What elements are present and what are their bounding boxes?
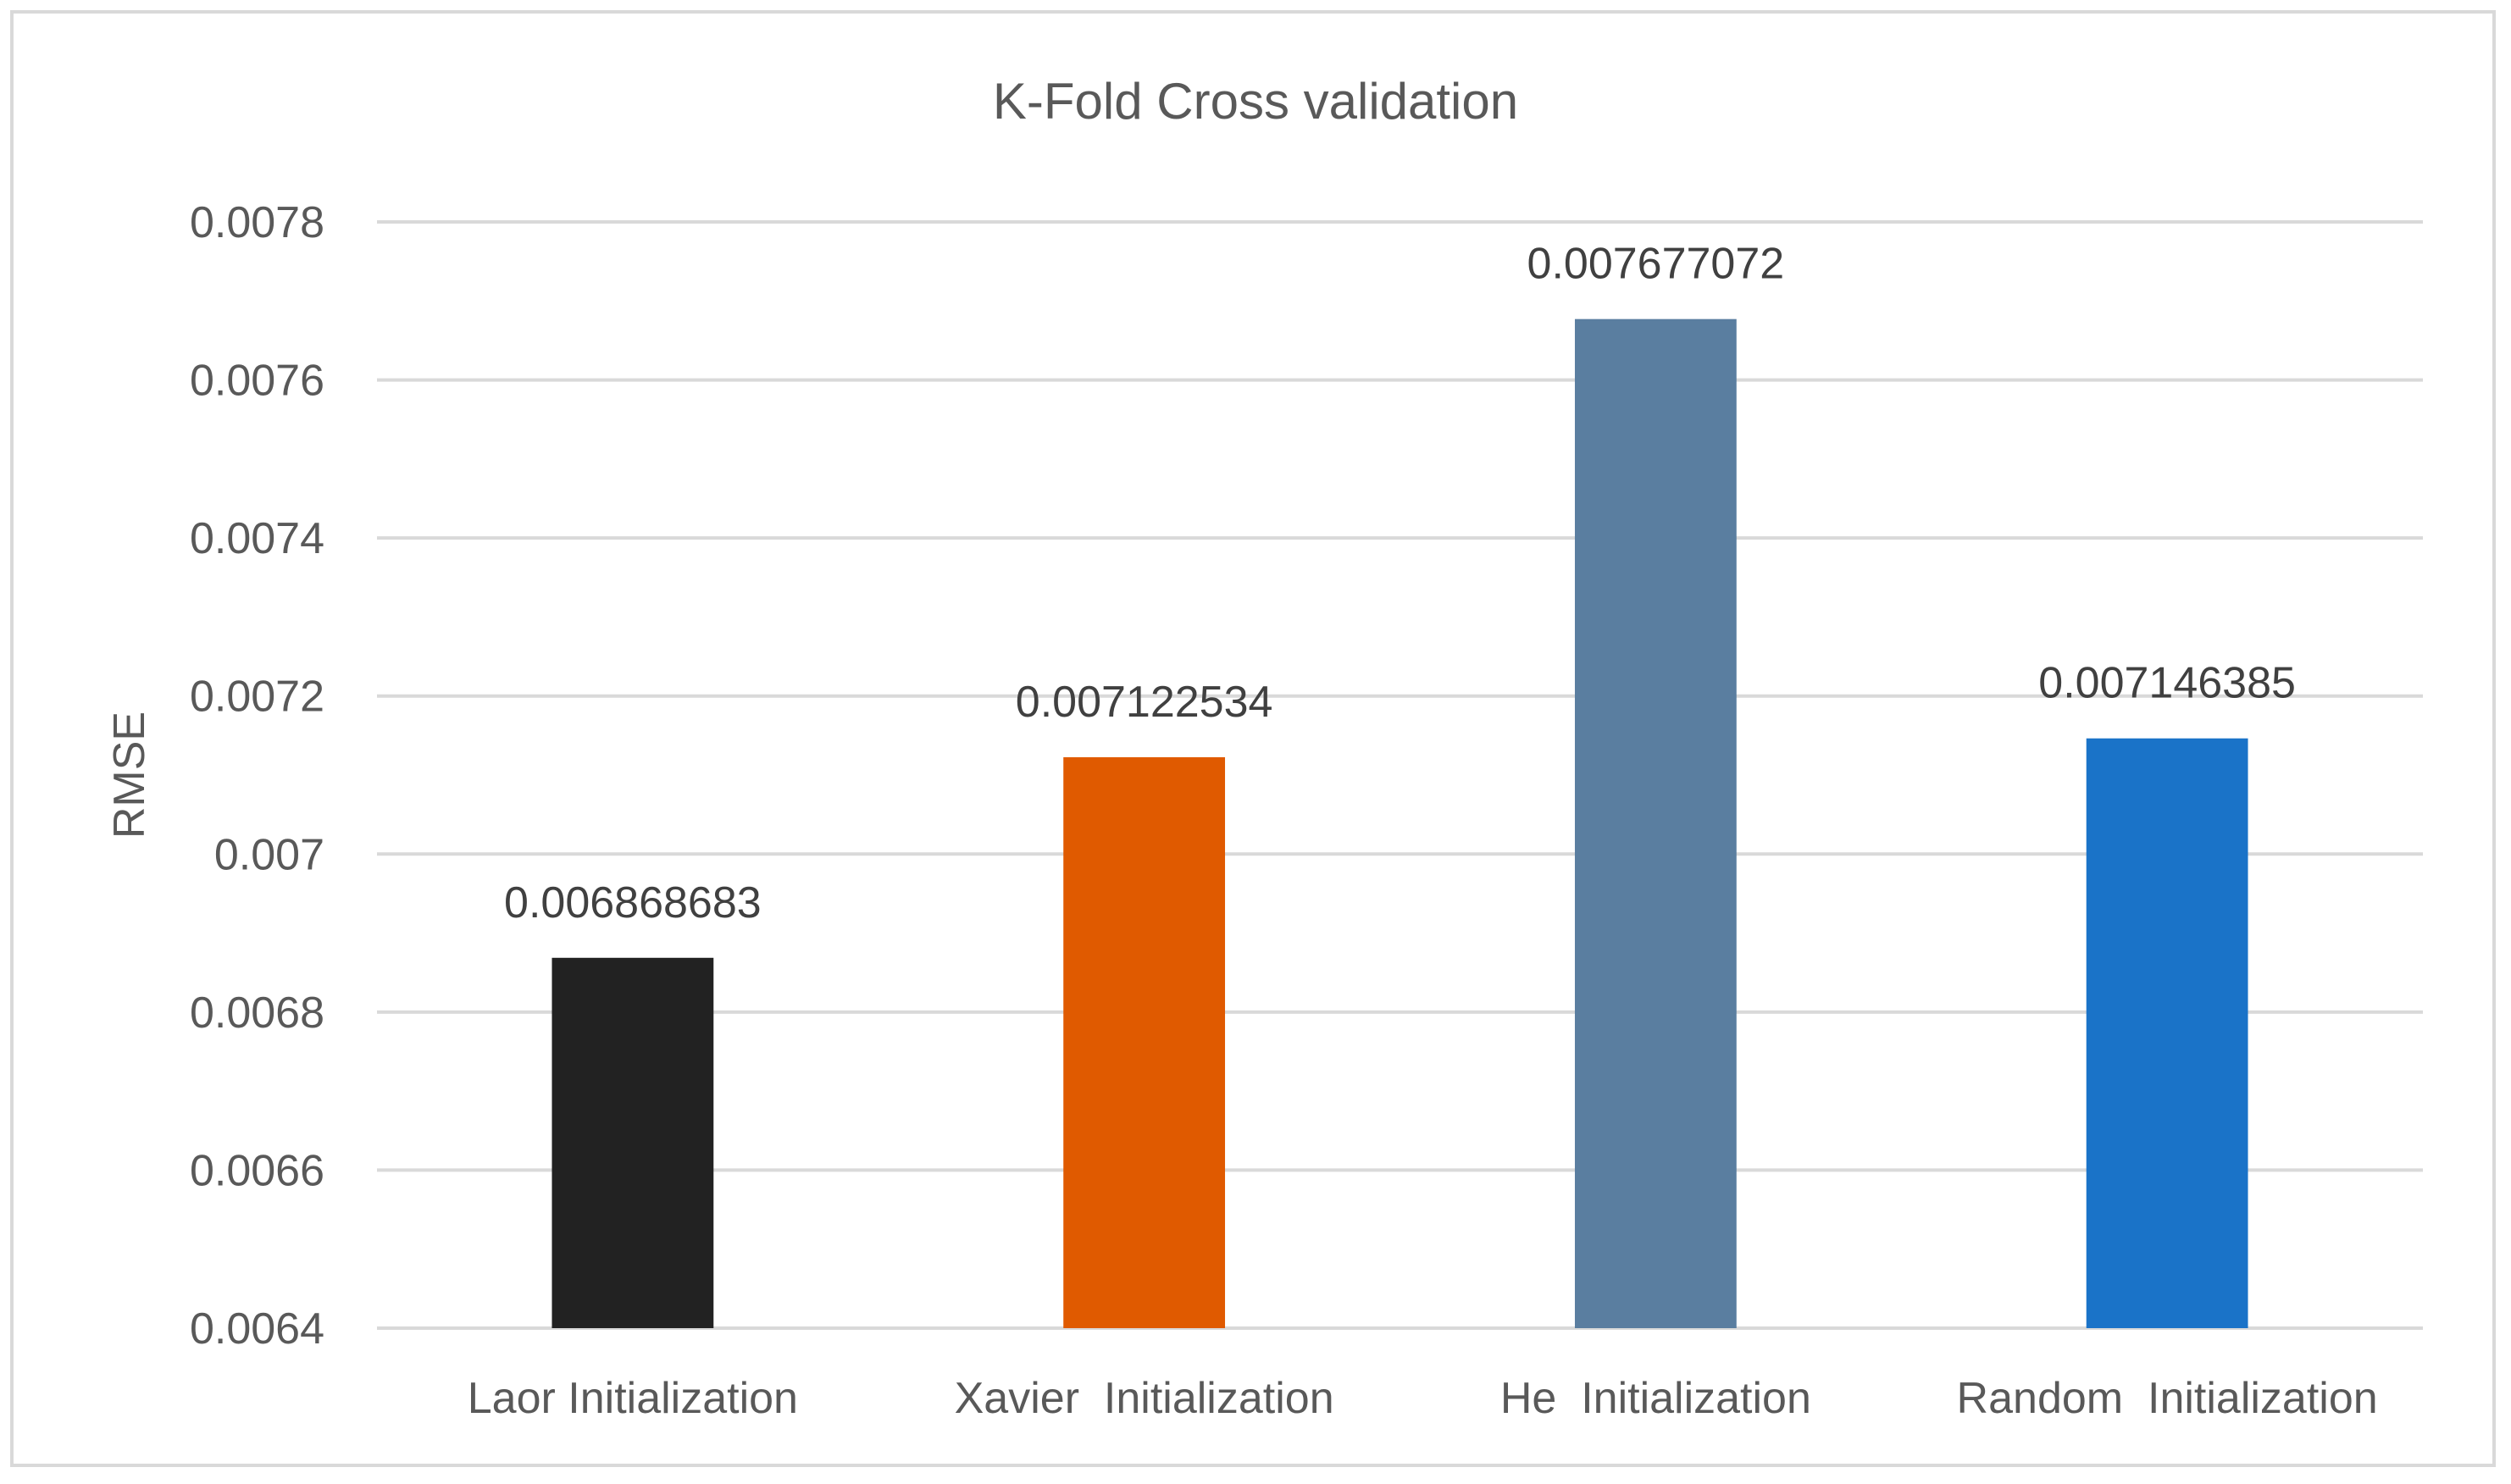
x-tick-label: Random Initialization	[1957, 1374, 2378, 1423]
data-label: 0.007146385	[2038, 659, 2296, 708]
y-axis-label: RMSE	[105, 712, 154, 839]
x-tick-label: He Initialization	[1500, 1374, 1811, 1423]
y-tick-label: 0.007	[214, 830, 324, 879]
y-tick-label: 0.0076	[190, 357, 324, 406]
bar	[2086, 738, 2248, 1328]
bar	[1063, 756, 1226, 1328]
data-label: 0.007122534	[1016, 678, 1273, 727]
data-label: 0.006868683	[504, 878, 762, 928]
y-tick-label: 0.0066	[190, 1146, 324, 1195]
data-label: 0.007677072	[1527, 240, 1785, 289]
chart-frame	[10, 10, 2496, 1467]
x-tick-label: Laor Initialization	[468, 1374, 798, 1423]
y-tick-label: 0.0064	[190, 1304, 324, 1354]
x-tick-label: Xavier Initialization	[955, 1374, 1334, 1423]
bar	[1574, 318, 1737, 1328]
y-tick-label: 0.0068	[190, 988, 324, 1038]
y-tick-label: 0.0072	[190, 673, 324, 722]
y-tick-label: 0.0078	[190, 198, 324, 247]
y-tick-label: 0.0074	[190, 514, 324, 563]
chart-title: K-Fold Cross validation	[993, 73, 1518, 130]
bar	[552, 957, 714, 1328]
